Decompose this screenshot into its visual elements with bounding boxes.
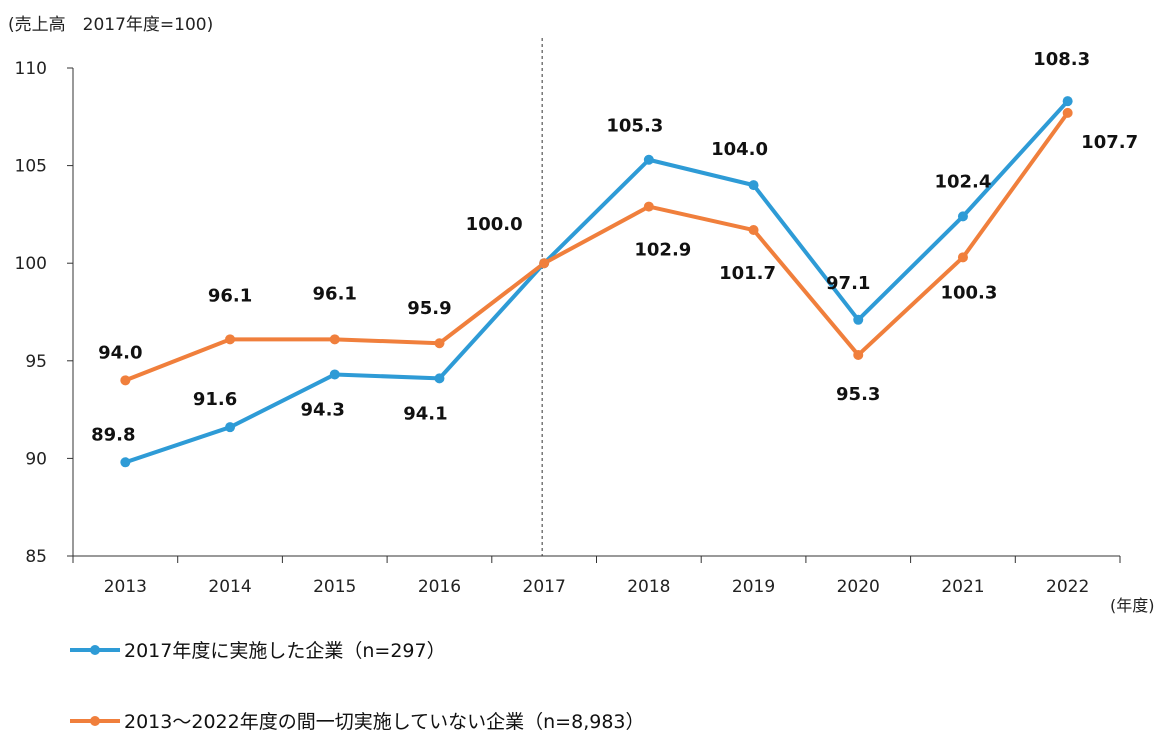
series-line-0 [124, 99, 1070, 465]
y-tick-label: 110 [15, 59, 47, 79]
y-tick-label: 105 [15, 157, 47, 177]
x-tick-label: 2013 [104, 577, 147, 597]
data-point-0 [329, 369, 340, 380]
data-point-1 [748, 225, 759, 236]
legend-item-1: 2013～2022年度の間一切実施していない企業（n=8,983） [68, 707, 645, 734]
legend-marker-1 [70, 715, 120, 726]
data-label-1: 94.0 [98, 342, 142, 363]
data-point-1 [643, 201, 654, 212]
data-label-0: 94.1 [403, 403, 447, 424]
data-label-0: 97.1 [826, 273, 870, 294]
data-point-1 [225, 334, 236, 345]
data-label-0: 108.3 [1033, 49, 1090, 70]
y-tick-label: 85 [25, 547, 47, 567]
data-point-0 [434, 373, 445, 384]
data-label-0: 91.6 [193, 389, 237, 410]
data-label-0: 100.0 [466, 214, 523, 235]
data-label-0: 102.4 [934, 171, 991, 192]
data-label-1: 96.1 [208, 285, 252, 306]
data-label-1: 102.9 [634, 240, 691, 261]
data-label-1: 100.3 [940, 282, 997, 303]
data-point-1 [1062, 107, 1073, 118]
x-tick-label: 2022 [1046, 577, 1089, 597]
data-point-0 [120, 457, 131, 468]
data-label-0: 104.0 [711, 139, 768, 160]
x-tick-label: 2021 [941, 577, 984, 597]
data-point-1 [329, 334, 340, 345]
data-point-1 [120, 375, 131, 386]
legend-label-1: 2013～2022年度の間一切実施していない企業（n=8,983） [124, 711, 645, 733]
data-point-1 [539, 258, 550, 269]
y-tick-label: 100 [15, 254, 47, 274]
data-point-1 [853, 349, 864, 360]
data-label-0: 89.8 [91, 424, 135, 445]
series-line-1 [124, 111, 1070, 383]
data-label-0: 105.3 [606, 116, 663, 137]
data-point-1 [434, 338, 445, 349]
legend-marker-0 [70, 644, 120, 655]
y-axis-label: (売上高 2017年度=100) [8, 15, 214, 35]
y-tick-label: 90 [25, 449, 47, 469]
legend-label-0: 2017年度に実施した企業（n=297） [124, 640, 446, 662]
y-tick-label: 95 [25, 352, 47, 372]
data-point-0 [853, 314, 864, 325]
data-label-1: 95.3 [836, 384, 880, 405]
x-tick-label: 2015 [313, 577, 356, 597]
x-tick-label: 2016 [418, 577, 461, 597]
data-label-1: 107.7 [1081, 132, 1138, 153]
data-point-0 [1062, 96, 1073, 107]
data-label-0: 94.3 [301, 399, 345, 420]
x-tick-label: 2019 [732, 577, 775, 597]
data-point-0 [748, 180, 759, 191]
data-label-1: 96.1 [313, 283, 357, 304]
x-tick-label: 2020 [837, 577, 880, 597]
data-point-0 [225, 422, 236, 433]
x-axis-unit: (年度) [1110, 596, 1155, 615]
data-point-1 [957, 252, 968, 263]
plot-area: 85 90 95 100 105 110 2013 2014 2015 2016 2017 2018 2… [15, 38, 1138, 597]
x-tick-label: 2017 [523, 577, 566, 597]
data-point-0 [957, 211, 968, 222]
legend-item-0: 2017年度に実施した企業（n=297） [68, 636, 446, 663]
data-point-0 [643, 154, 654, 165]
data-label-1: 101.7 [719, 263, 776, 284]
data-label-1: 95.9 [407, 298, 451, 319]
x-tick-label: 2018 [627, 577, 670, 597]
x-tick-label: 2014 [208, 577, 251, 597]
